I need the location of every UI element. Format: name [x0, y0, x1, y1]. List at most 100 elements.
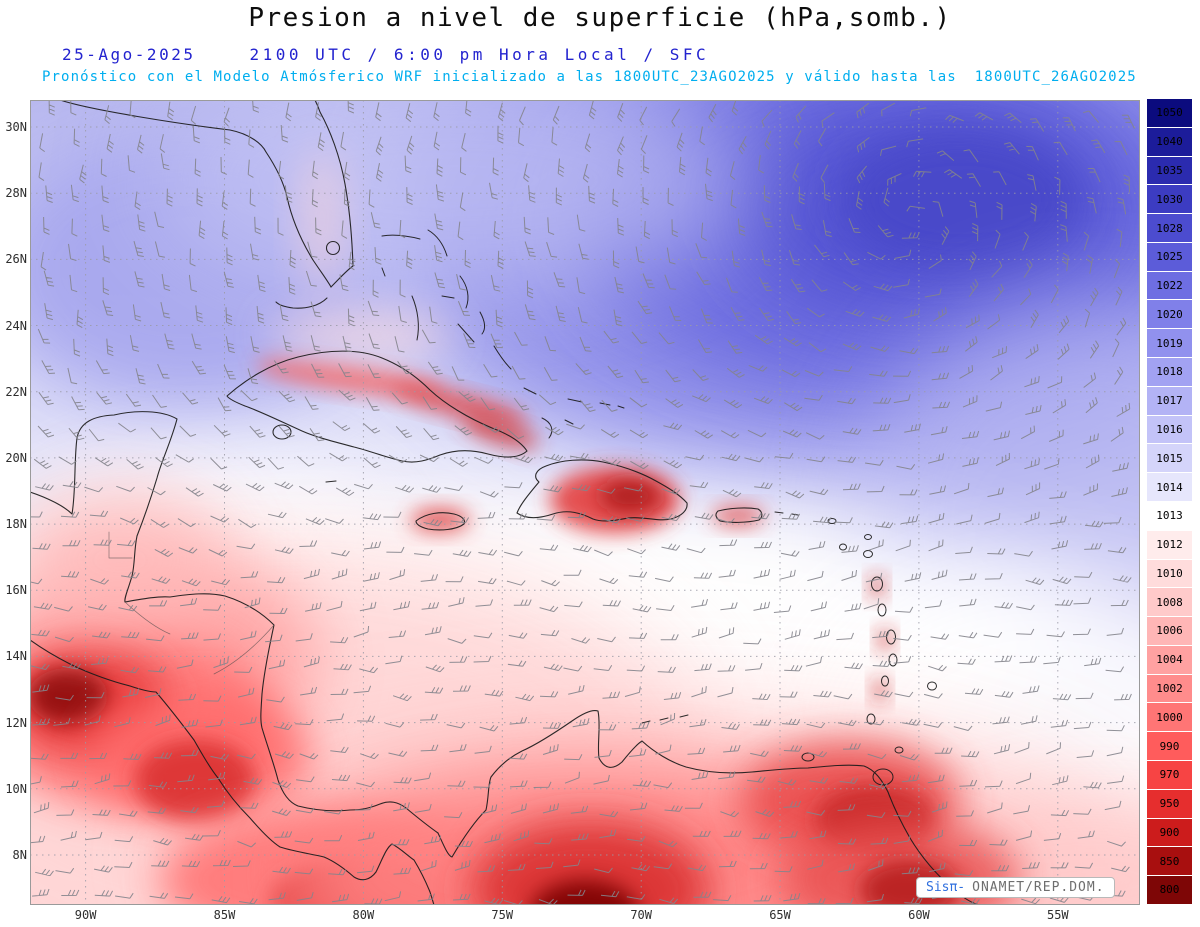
colorbar-cell: 1002 — [1147, 674, 1192, 704]
lat-tick-label: 18N — [5, 517, 27, 532]
attribution-badge: Sisπ- ONAMET/REP.DOM. — [916, 877, 1115, 898]
colorbar-cell: 1050 — [1147, 99, 1192, 128]
lat-tick-label: 10N — [5, 781, 27, 796]
colorbar-value: 1050 — [1156, 106, 1183, 120]
colorbar-cell: 970 — [1147, 760, 1192, 790]
lat-tick-label: 16N — [5, 583, 27, 598]
colorbar-value: 970 — [1159, 768, 1180, 782]
coast-lesser-antilles — [641, 518, 937, 786]
colorbar-cell: 1010 — [1147, 559, 1192, 589]
colorbar-value: 1017 — [1156, 394, 1183, 408]
date-label: 25-Ago-2025 — [62, 45, 196, 64]
lake-okeechobee — [325, 240, 341, 256]
colorbar-cell: 1004 — [1147, 645, 1192, 675]
lat-tick-label: 20N — [5, 450, 27, 465]
colorbar-cell: 1025 — [1147, 242, 1192, 272]
map-frame — [30, 100, 1140, 905]
map-canvas — [30, 100, 1140, 905]
colorbar-value: 1015 — [1156, 451, 1183, 465]
colorbar-value: 1012 — [1156, 538, 1183, 552]
colorbar-cell: 1016 — [1147, 415, 1192, 445]
colorbar-cell: 950 — [1147, 789, 1192, 819]
lat-tick-label: 30N — [5, 120, 27, 134]
colorbar-value: 1010 — [1156, 566, 1183, 580]
coast-yucatan-central-america — [30, 411, 439, 834]
colorbar-cell: 1040 — [1147, 127, 1192, 157]
coast-cuba — [226, 350, 528, 463]
colorbar-value: 1016 — [1156, 422, 1183, 436]
colorbar-value: 1014 — [1156, 480, 1183, 494]
colorbar-cell: 1012 — [1147, 530, 1192, 560]
colorbar-value: 1040 — [1156, 135, 1183, 149]
coast-florida-keys — [275, 297, 328, 309]
time-label: 2100 UTC / 6:00 pm Hora Local / SFC — [249, 45, 710, 64]
coast-florida — [59, 100, 332, 288]
coast-pacific — [30, 639, 435, 905]
lat-tick-label: 24N — [5, 318, 27, 333]
grid-lines — [30, 100, 1140, 905]
colorbar-cell: 1013 — [1147, 501, 1192, 531]
coast-puerto-rico — [715, 507, 763, 523]
colorbar-cell: 1006 — [1147, 617, 1192, 646]
lon-tick-label: 85W — [213, 908, 236, 922]
colorbar-value: 1025 — [1156, 250, 1183, 264]
colorbar-cell: 1028 — [1147, 214, 1192, 243]
colorbar-cell: 1017 — [1147, 386, 1192, 416]
colorbar-cell: 1008 — [1147, 588, 1192, 618]
coastlines — [30, 100, 981, 905]
coast-south-america — [437, 710, 981, 905]
colorbar-value: 1000 — [1156, 710, 1183, 724]
lat-tick-label: 14N — [5, 649, 27, 664]
attribution-org: ONAMET/REP.DOM. — [972, 880, 1105, 895]
colorbar-value: 1004 — [1156, 653, 1183, 667]
lon-tick-label: 55W — [1046, 908, 1069, 922]
date-time-line: 25-Ago-2025 2100 UTC / 6:00 pm Hora Local… — [62, 45, 709, 64]
lon-tick-label: 60W — [908, 908, 930, 922]
colorbar: 1050 1040 1035 1030 1028 1025 1022 1020 1019 1018… — [1147, 99, 1192, 905]
colorbar-cell: 800 — [1147, 876, 1192, 905]
colorbar-value: 1008 — [1156, 595, 1183, 609]
colorbar-cell: 1030 — [1147, 185, 1192, 215]
lat-tick-label: 22N — [5, 384, 27, 399]
coast-cayman — [325, 480, 337, 483]
lon-tick-label: 75W — [491, 908, 514, 922]
colorbar-value: 990 — [1159, 739, 1180, 753]
forecast-valid-text: 1800UTC_26AGO2025 — [974, 69, 1137, 85]
colorbar-value: 1020 — [1156, 307, 1183, 321]
colorbar-cell: 1019 — [1147, 329, 1192, 359]
colorbar-cell: 1000 — [1147, 703, 1192, 733]
isla-juventud — [272, 424, 292, 440]
lon-tick-label: 90W — [74, 908, 97, 922]
colorbar-value: 1022 — [1156, 279, 1183, 293]
colorbar-cell: 1018 — [1147, 358, 1192, 387]
forecast-line: Pronóstico con el Modelo Atmósferico WRF… — [42, 69, 1137, 85]
colorbar-cell: 1020 — [1147, 300, 1192, 330]
colorbar-value: 1002 — [1156, 682, 1183, 696]
colorbar-value: 850 — [1159, 854, 1180, 868]
colorbar-value: 1035 — [1156, 163, 1183, 177]
colorbar-value: 1030 — [1156, 192, 1183, 206]
attribution-brand: Sisπ- — [926, 880, 966, 895]
colorbar-cell: 990 — [1147, 732, 1192, 761]
wind-barbs — [30, 100, 1135, 905]
coast-jamaica — [415, 512, 466, 531]
colorbar-value: 1019 — [1156, 336, 1183, 350]
colorbar-value: 1006 — [1156, 624, 1183, 638]
colorbar-cell: 1015 — [1147, 444, 1192, 474]
forecast-text: Pronóstico con el Modelo Atmósferico WRF… — [42, 69, 957, 85]
lon-tick-label: 70W — [630, 908, 652, 922]
lat-tick-label: 26N — [5, 252, 27, 267]
colorbar-cell: 1014 — [1147, 473, 1192, 502]
colorbar-value: 800 — [1159, 883, 1180, 897]
lat-tick-label: 12N — [5, 715, 27, 730]
pressure-field — [30, 100, 1140, 905]
colorbar-cell: 1035 — [1147, 156, 1192, 186]
lat-tick-label: 8N — [12, 847, 27, 862]
wind-barb-glyphs — [30, 100, 1135, 905]
colorbar-value: 900 — [1159, 825, 1180, 839]
lon-tick-label: 80W — [352, 908, 375, 922]
lon-tick-label: 65W — [769, 908, 791, 922]
colorbar-value: 950 — [1159, 797, 1180, 811]
colorbar-value: 1018 — [1156, 365, 1183, 379]
